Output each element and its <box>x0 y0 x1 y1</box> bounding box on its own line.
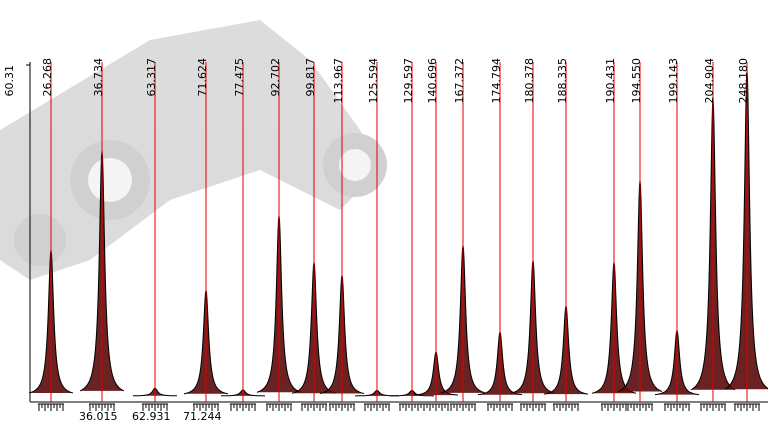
peak-label: 180.378 <box>523 58 536 104</box>
part-body <box>0 20 380 280</box>
part-hole <box>339 149 371 181</box>
part-boss <box>14 214 66 266</box>
peak-label: 36.734 <box>92 58 105 97</box>
peak-label: 77.475 <box>233 58 246 97</box>
peak-label: 63.317 <box>145 58 158 97</box>
peak-label: 188.335 <box>556 58 569 104</box>
peak-label: 204.904 <box>703 58 716 104</box>
peak-label: 174.794 <box>490 58 503 104</box>
part-hole <box>88 158 132 202</box>
peak-label: 167.372 <box>453 58 466 104</box>
peak-label: 26.268 <box>41 58 54 97</box>
peak-label: 140.696 <box>426 58 439 104</box>
y-tick-label: 60.31 <box>3 65 16 97</box>
peak-label: 92.702 <box>269 58 282 97</box>
peak-label: 199.143 <box>667 58 680 104</box>
part-boss <box>70 140 150 220</box>
peak-label: 99.817 <box>304 58 317 97</box>
window-label: 71.244 <box>183 410 222 423</box>
peak-label: 129.597 <box>402 58 415 104</box>
peak-label: 194.550 <box>630 58 643 104</box>
peak-label: 113.967 <box>332 58 345 104</box>
peak-label: 125.594 <box>367 58 380 104</box>
background-part <box>0 20 387 280</box>
peak-label: 248.180 <box>737 58 750 104</box>
peak-label: 190.431 <box>604 58 617 104</box>
peak-label: 71.624 <box>196 58 209 97</box>
window-label: 36.015 <box>79 410 118 423</box>
part-boss <box>323 133 387 197</box>
window-label: 62.931 <box>132 410 171 423</box>
